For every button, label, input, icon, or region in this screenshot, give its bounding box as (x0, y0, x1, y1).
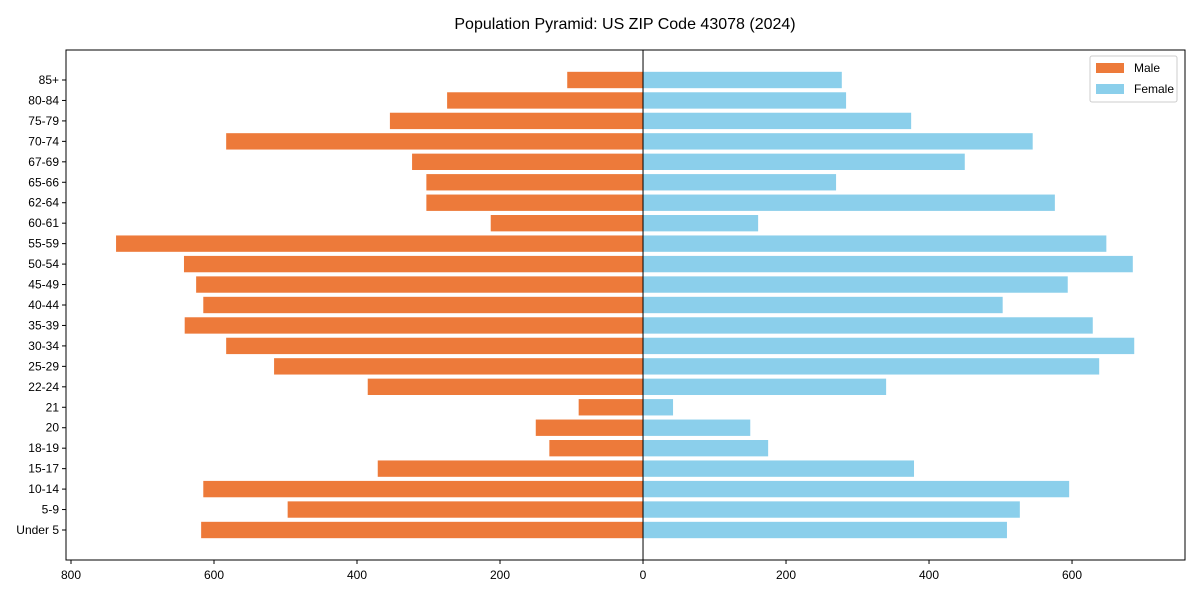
y-tick-label: 22-24 (28, 380, 59, 394)
y-tick-label: 25-29 (28, 359, 59, 373)
bar-female-15-17 (643, 460, 915, 477)
y-tick-label: 80-84 (28, 93, 59, 107)
bar-male-80-84 (447, 92, 644, 109)
bar-male-30-34 (226, 337, 644, 355)
bar-male-25-29 (274, 358, 644, 375)
y-tick-label: 35-39 (28, 318, 59, 332)
bar-female-21 (643, 399, 674, 416)
y-tick-label: 20 (46, 421, 60, 435)
x-tick-label: 200 (490, 568, 510, 582)
legend: Male Female (1089, 55, 1178, 103)
bar-male-75-79 (389, 112, 644, 130)
x-tick-label: 400 (347, 568, 367, 582)
y-tick-label: 15-17 (28, 462, 59, 476)
bar-male-70-74 (226, 133, 644, 150)
bar-male-35-39 (184, 317, 644, 334)
bar-female-50-54 (643, 255, 1133, 273)
bar-female-60-61 (643, 215, 759, 232)
bar-male-40-44 (203, 296, 644, 314)
legend-label-female: Female (1134, 82, 1174, 96)
bar-male-62-64 (426, 194, 644, 211)
y-tick-label: 21 (46, 400, 60, 414)
bar-female-70-74 (643, 133, 1033, 150)
bar-female-35-39 (643, 317, 1093, 334)
bar-female-67-69 (643, 153, 965, 170)
y-tick-label: 50-54 (28, 257, 59, 271)
x-tick-label: 200 (776, 568, 796, 582)
y-tick-label: Under 5 (16, 523, 59, 537)
bar-female-45-49 (643, 276, 1068, 293)
bar-male-15-17 (377, 460, 644, 477)
bar-male-22-24 (367, 378, 644, 395)
bar-female-85+ (643, 71, 842, 89)
bar-female-75-79 (643, 112, 912, 130)
x-tick-label: 600 (1062, 568, 1082, 582)
bar-female-Under 5 (643, 521, 1007, 539)
y-tick-label: 45-49 (28, 278, 59, 292)
y-tick-label: 5-9 (42, 503, 60, 517)
plot-frame (65, 49, 1186, 561)
bar-male-20 (535, 419, 644, 436)
y-tick-label: 10-14 (28, 482, 59, 496)
legend-label-male: Male (1134, 61, 1160, 75)
bar-male-55-59 (116, 235, 644, 252)
bar-male-45-49 (196, 276, 644, 293)
y-tick-label: 85+ (39, 73, 59, 87)
bar-male-Under 5 (201, 521, 644, 539)
bar-female-65-66 (643, 174, 837, 191)
bar-male-50-54 (183, 255, 644, 273)
bar-male-18-19 (549, 440, 644, 457)
legend-swatch-male (1096, 63, 1124, 73)
bar-female-25-29 (643, 358, 1100, 375)
y-tick-label: 62-64 (28, 196, 59, 210)
y-tick-label: 75-79 (28, 114, 59, 128)
x-tick-label: 800 (61, 568, 81, 582)
bar-male-21 (578, 399, 644, 416)
bar-female-62-64 (643, 194, 1055, 211)
bar-female-30-34 (643, 337, 1135, 355)
y-tick-label: 30-34 (28, 339, 59, 353)
legend-swatch-female (1096, 84, 1124, 94)
bar-male-5-9 (287, 501, 644, 518)
y-tick-label: 67-69 (28, 155, 59, 169)
x-tick-label: 400 (919, 568, 939, 582)
bar-female-5-9 (643, 501, 1020, 518)
bar-female-10-14 (643, 480, 1070, 498)
x-tick-label: 600 (204, 568, 224, 582)
bar-female-55-59 (643, 235, 1107, 252)
bar-female-80-84 (643, 92, 847, 109)
y-tick-label: 60-61 (28, 216, 59, 230)
y-tick-label: 65-66 (28, 175, 59, 189)
bar-male-10-14 (203, 480, 644, 498)
bar-male-67-69 (412, 153, 644, 170)
bar-female-20 (643, 419, 751, 436)
y-tick-label: 40-44 (28, 298, 59, 312)
bar-male-65-66 (426, 174, 644, 191)
chart-title: Population Pyramid: US ZIP Code 43078 (2… (454, 16, 795, 33)
y-tick-label: 18-19 (28, 441, 59, 455)
bar-female-22-24 (643, 378, 887, 395)
y-tick-label: 55-59 (28, 237, 59, 251)
x-tick-label: 0 (640, 568, 647, 582)
bar-female-18-19 (643, 440, 769, 457)
bar-male-85+ (567, 71, 644, 89)
bar-male-60-61 (490, 215, 644, 232)
y-tick-label: 70-74 (28, 134, 59, 148)
bar-female-40-44 (643, 296, 1003, 314)
